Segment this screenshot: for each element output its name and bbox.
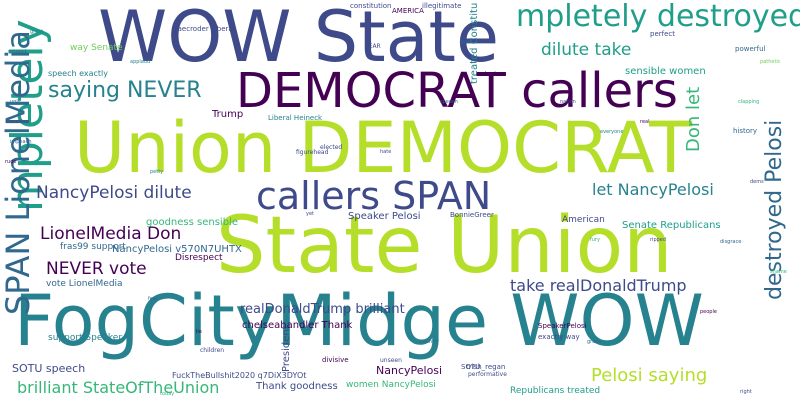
word-disrespect: Disrespect — [175, 253, 223, 263]
word-clapping: clapping — [738, 99, 760, 105]
word-classless: classless — [6, 119, 29, 125]
word-children: children — [200, 347, 225, 354]
word-applaud: applaud — [130, 59, 151, 65]
word-speaker-pelosi: Speaker Pelosi — [348, 211, 421, 222]
word-sotu: SOTU — [461, 363, 481, 371]
word-pelosi-saying: Pelosi saying — [591, 365, 708, 386]
word-constitution: constitution — [350, 2, 392, 10]
word-trish-regan: trish_regan — [466, 363, 506, 371]
word-goodness-sensible: goodness sensible — [146, 217, 238, 228]
word-america: AMERICA — [392, 7, 424, 15]
word-good: good — [460, 39, 473, 45]
word-callers-span: callers SPAN — [256, 174, 492, 218]
word-nancypelosi-id: NancyPelosi v570N7UHTX — [112, 244, 242, 255]
word-senate-republicans: Senate Republicans — [622, 220, 721, 231]
word-span-lionelmedia: SPAN LionelMedia — [0, 30, 37, 315]
word-chelseahandler-thank: chelseahandler Thank — [242, 320, 353, 331]
word-take-realdonaldtrump: take realDonaldTrump — [510, 276, 687, 295]
word-saying-never: saying NEVER — [48, 78, 202, 103]
word-nation: nation — [560, 99, 576, 105]
word-history: history — [733, 127, 758, 135]
word-realdonaldtrump-brilliant: realDonaldTrump brilliant — [240, 302, 405, 317]
word-illegitimate: illegitimate — [422, 2, 462, 10]
word-republicans-treated: Republicans treated — [510, 386, 601, 396]
word-perfect: perfect — [650, 30, 675, 38]
word-figurehead: figurehead — [296, 149, 329, 156]
word-shame: shame — [770, 269, 787, 275]
word-everyone: everyone — [600, 129, 624, 135]
word-president: President — [281, 325, 292, 372]
word-performative: performative — [468, 371, 507, 378]
word-let-nancypelosi: let NancyPelosi — [592, 180, 714, 199]
word-today: today — [160, 391, 175, 397]
word-union-democrat: Union DEMOCRAT — [74, 107, 693, 189]
word-unseen: unseen — [380, 357, 402, 364]
word-wow-state: WOW State — [98, 0, 500, 78]
word-real: real — [640, 119, 650, 125]
word-state-union: State Union — [216, 201, 673, 291]
word-traecroder-liberal: traecroder Liberal — [172, 25, 235, 33]
word-yet: yet — [306, 211, 314, 217]
word-way-senate: way Senate — [70, 43, 123, 53]
word-feel: feel — [148, 296, 158, 302]
word-women-nancypelosi: women NancyPelosi — [346, 380, 436, 390]
word-fuckthebullshit: FuckTheBullshit2020 q7DiX3DYOt — [172, 371, 307, 380]
word-dems: dems — [750, 179, 764, 185]
word-hate: hate — [380, 149, 392, 155]
word-elected: elected — [320, 144, 343, 151]
word-lionelmedia-don: LionelMedia Don — [40, 224, 182, 244]
word-tear: TEAR — [365, 43, 381, 50]
word-speech-exactly: speech exactly — [48, 69, 109, 78]
word-fury: fury — [590, 237, 600, 243]
word-speech: speech — [440, 99, 458, 105]
word-thank-goodness: Thank goodness — [256, 381, 338, 392]
word-ugly: ugly — [10, 99, 21, 105]
word-nancypelosi-small: NancyPelosi — [376, 364, 443, 377]
word-country: country — [420, 339, 440, 345]
word-great: great — [30, 29, 44, 35]
word-democrat-callers: DEMOCRAT callers — [236, 63, 678, 119]
word-ripped: ripped — [650, 237, 667, 243]
word-disgrace: disgrace — [720, 239, 742, 245]
word-divisive: divisive — [322, 356, 349, 364]
word-powerful: powerful — [735, 45, 766, 53]
word-impeach: impeach — [10, 139, 32, 145]
word-right: right — [740, 389, 752, 395]
word-bonniegreer: BonnieGreer — [450, 211, 494, 219]
word-pathetic: pathetic — [760, 59, 781, 65]
word-dilute-take: dilute take — [541, 40, 632, 60]
word-people: people — [700, 309, 717, 315]
word-vote-lionelmedia: vote LionelMedia — [46, 279, 123, 289]
word-brilliant-stateoftheunion: brilliant StateOfTheUnion — [17, 378, 220, 397]
word-liberal-heineck: Liberal Heineck — [268, 114, 323, 122]
word-fogcitymidge-wow: FogCityMidge WOW — [14, 280, 704, 362]
word-rude: rude — [5, 159, 17, 165]
word-american: American — [562, 215, 605, 225]
word-mpletely-destroyed: mpletely destroyed — [516, 0, 800, 34]
word-lie: lie — [196, 329, 202, 335]
word-never-vote: NEVER vote — [46, 259, 147, 279]
word-grabs: grabs — [587, 339, 602, 345]
word-don-let: Don let — [683, 86, 704, 152]
word-respect: respect — [8, 49, 27, 55]
word-nancypelosi-dilute: NancyPelosi dilute — [36, 183, 192, 203]
word-exactly-way: exactly way — [538, 333, 580, 341]
word-speakerpelosi: SpeakerPelosi — [538, 322, 587, 330]
word-trump: Trump — [212, 109, 244, 120]
word-support-speaker: support Speaker — [48, 333, 123, 343]
word-fras99-support: fras99 support — [60, 242, 126, 252]
word-sotu-speech: SOTU speech — [12, 362, 86, 375]
word-leader: leader — [485, 71, 501, 77]
word-petty: petty — [150, 169, 164, 175]
word-sensible-women: sensible women — [625, 66, 706, 77]
